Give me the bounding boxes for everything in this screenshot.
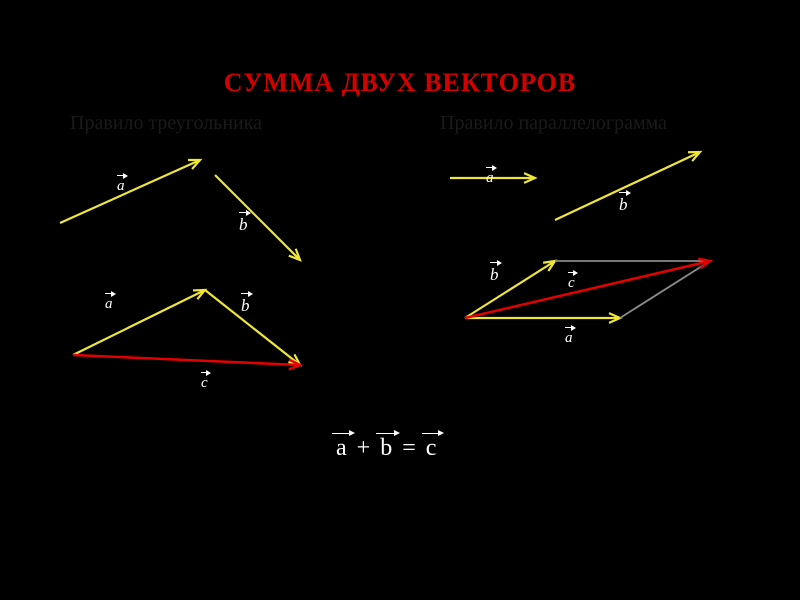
tri-top-b-vec-arrowhead	[289, 249, 300, 260]
par-top-b-vec	[555, 152, 700, 220]
label-par-top-b: b	[619, 195, 628, 215]
tri-bot-a-vec	[73, 290, 205, 355]
subtitle-triangle: Правило треугольника	[70, 112, 262, 135]
par-c-vec	[465, 261, 710, 318]
label-tri-bot-c: c	[201, 375, 208, 392]
label-par-c: c	[568, 275, 575, 292]
formula-vec-c: c	[426, 435, 437, 462]
tri-bot-a-vec-arrowhead	[193, 290, 205, 299]
label-par-top-a: a	[486, 170, 494, 187]
tri-top-a-vec-arrowhead	[188, 160, 200, 169]
par-b-vec-arrowhead	[543, 261, 555, 271]
formula-op: +	[357, 435, 371, 461]
tri-top-a-vec	[60, 160, 200, 223]
tri-bot-c-vec-arrowhead	[289, 360, 300, 370]
slide-title: СУММА ДВУХ ВЕКТОРОВ	[0, 68, 800, 98]
label-par-a: a	[565, 330, 573, 347]
par-c-vec-arrowhead	[698, 259, 710, 269]
tri-bot-b-vec	[205, 290, 300, 365]
label-tri-bot-b: b	[241, 296, 250, 316]
formula-op: =	[402, 435, 416, 461]
tri-bot-c-vec	[73, 355, 300, 365]
par-b-vec	[465, 261, 555, 318]
tri-bot-b-vec-arrowhead	[288, 354, 300, 365]
par-right-line	[620, 261, 710, 318]
tri-top-b-vec	[215, 175, 300, 260]
formula-vec-b: b	[380, 435, 392, 462]
par-top-a-vec-arrowhead	[524, 173, 535, 183]
par-a-vec-arrowhead	[609, 313, 620, 323]
slide-canvas: { "title": { "text": "СУММА ДВУХ ВЕКТОРО…	[0, 0, 800, 600]
par-top-b-vec-arrowhead	[688, 152, 700, 161]
label-tri-top-b: b	[239, 215, 248, 235]
formula-vec-a: a	[336, 435, 347, 462]
label-tri-top-a: a	[117, 178, 125, 195]
subtitle-parallelogram: Правило параллелограмма	[440, 112, 667, 135]
label-par-b: b	[490, 265, 499, 285]
formula: a + b = c	[330, 435, 442, 462]
label-tri-bot-a: a	[105, 296, 113, 313]
